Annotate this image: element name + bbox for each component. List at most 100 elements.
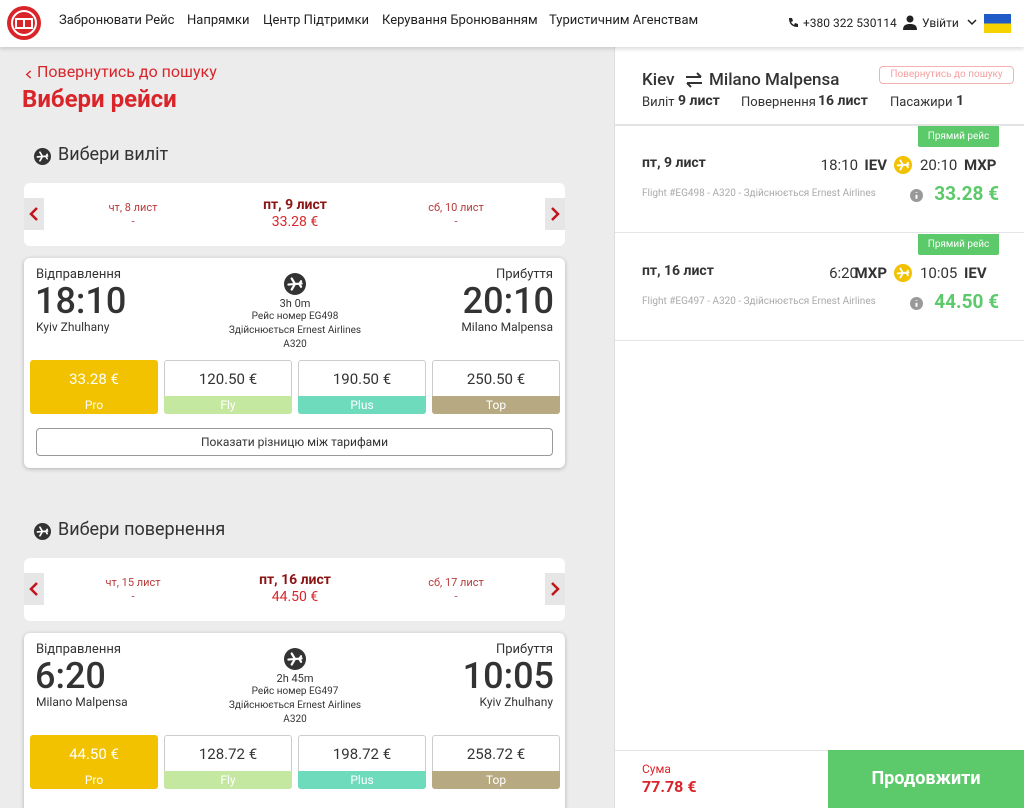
info-icon[interactable] [910, 187, 923, 202]
flight-date: пт, 16 лист [642, 263, 714, 279]
login-link[interactable]: Увійти [922, 16, 959, 30]
phone-number[interactable]: +380 322 530114 [803, 16, 897, 30]
fare-strip [164, 396, 292, 414]
fare-name: Pro [84, 773, 104, 787]
flight-duration: 3h 0m [279, 297, 311, 310]
flight-icon [284, 273, 306, 295]
fare-strip [432, 396, 560, 414]
nav-link[interactable]: Керування Бронюванням [382, 13, 538, 28]
departure-time: 6:20 [35, 655, 106, 697]
fare-option[interactable] [30, 735, 158, 789]
fare-price: 128.72 € [198, 745, 258, 763]
logo[interactable] [6, 5, 42, 41]
day-date[interactable]: чт, 8 лист [108, 201, 158, 214]
nav-link[interactable]: Забронювати Рейс [59, 13, 175, 28]
arrival-time: 10:05 [462, 655, 554, 697]
fare-price: 250.50 € [466, 370, 526, 388]
summary-divider [614, 124, 1024, 126]
summary-label: Повернення [741, 95, 816, 110]
nav-link[interactable]: Напрямки [187, 13, 250, 28]
fare-price: 190.50 € [332, 370, 392, 388]
day-date[interactable]: сб, 10 лист [428, 201, 484, 214]
flight-info: Flight #EG497 - A320 - Здійснюється Erne… [642, 296, 876, 307]
language-flag[interactable] [984, 14, 1011, 33]
date-tabs [24, 558, 565, 621]
day-price: - [454, 590, 458, 603]
fare-price: 44.50 € [69, 745, 119, 763]
day-date[interactable]: сб, 17 лист [428, 576, 484, 589]
info-icon[interactable] [910, 295, 923, 310]
fare-name: Fly [220, 773, 236, 787]
arrival-code: IEV [964, 264, 987, 282]
day-arrow[interactable] [24, 198, 44, 230]
flight-price: 44.50 € [934, 290, 999, 313]
fare-option[interactable] [30, 360, 158, 414]
departure-time: 6:20 [829, 264, 858, 282]
flight-aircraft: A320 [283, 339, 307, 350]
phone-icon [789, 18, 798, 27]
continue-button[interactable]: Продовжити [828, 750, 1024, 808]
flight-icon [894, 156, 912, 174]
departure-city: Kyiv Zhulhany [36, 320, 110, 334]
departure-time: 18:10 [35, 280, 127, 322]
flight-row [615, 233, 1024, 341]
section-heading: Вибери виліт [58, 144, 169, 165]
day-arrow[interactable] [545, 198, 565, 230]
flight-flight-number: Рейс номер EG498 [251, 311, 339, 322]
back-link[interactable]: Повернутись до пошуку [37, 62, 217, 81]
total-label: Сума [642, 762, 671, 776]
compare-fares-button[interactable]: Показати різницю між тарифами [36, 428, 553, 456]
direct-badge: Прямий рейс [918, 234, 999, 255]
fare-strip [432, 771, 560, 789]
day-date[interactable]: чт, 15 лист [105, 576, 161, 589]
flight-operator: Здійснюється Ernest Airlines [228, 325, 362, 336]
swap-arrows-icon [686, 72, 702, 88]
arrival-time: 20:10 [920, 156, 958, 174]
flight-operator: Здійснюється Ernest Airlines [228, 700, 362, 711]
nav-link[interactable]: Туристичним Агенствам [549, 13, 699, 28]
arrival-city: Milano Malpensa [461, 320, 553, 334]
day-arrow[interactable] [24, 573, 44, 605]
flight-icon [284, 648, 306, 670]
summary-value: 16 лист [818, 93, 868, 109]
departure-label: Відправлення [36, 642, 121, 657]
section-icon [34, 148, 51, 165]
arrival-label: Прибуття [495, 642, 553, 657]
departure-code: MXP [854, 264, 887, 282]
section-icon [34, 523, 51, 540]
nav-link[interactable]: Центр Підтримки [263, 13, 370, 28]
summary-back-button[interactable]: Повернутись до пошуку [879, 66, 1014, 84]
route-to: Milano Malpensa [709, 70, 840, 90]
fare-price: 33.28 € [69, 370, 119, 388]
day-arrow[interactable] [545, 573, 565, 605]
flight-row [615, 125, 1024, 233]
day-date[interactable]: пт, 16 лист [259, 572, 331, 588]
route-from: Kiev [642, 70, 675, 90]
fare-name: Top [485, 398, 507, 412]
arrival-label: Прибуття [495, 267, 553, 282]
section-heading: Вибери повернення [58, 519, 226, 540]
summary-label: Виліт [642, 95, 675, 110]
flight-icon [894, 264, 912, 282]
dropdown-chevron[interactable] [967, 19, 977, 27]
page-title: Вибери рейси [22, 85, 177, 113]
fare-price: 198.72 € [332, 745, 392, 763]
fare-strip [298, 771, 426, 789]
summary-value: 9 лист [678, 93, 720, 109]
fare-name: Top [485, 773, 507, 787]
arrival-code: MXP [964, 156, 997, 174]
fare-strip [164, 771, 292, 789]
day-price: 44.50 € [271, 589, 319, 605]
arrival-time: 10:05 [920, 264, 958, 282]
day-price: - [454, 215, 458, 228]
arrival-time: 20:10 [462, 280, 554, 322]
total-price: 77.78 € [642, 777, 697, 796]
day-date[interactable]: пт, 9 лист [263, 197, 327, 213]
date-tabs [24, 183, 565, 246]
user-icon [903, 15, 917, 30]
summary-label: Пасажири [890, 95, 953, 110]
day-price: - [131, 215, 135, 228]
fare-name: Fly [220, 398, 236, 412]
fare-strip [298, 396, 426, 414]
fare-name: Plus [350, 398, 374, 412]
